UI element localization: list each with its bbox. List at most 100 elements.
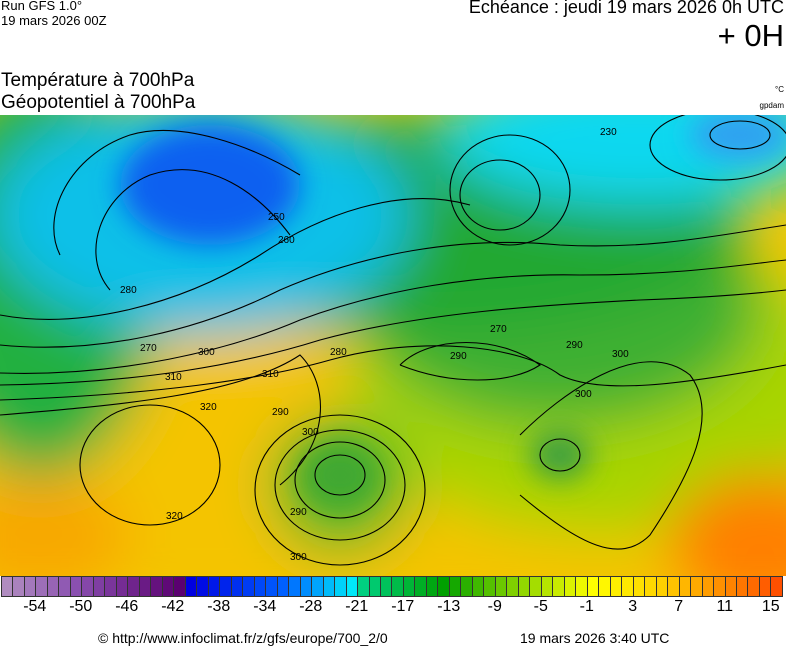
contour-label: 290: [290, 507, 307, 518]
colorbar-tick-label: -34: [253, 598, 277, 615]
contour-line: [274, 429, 406, 541]
colorbar-cell: [633, 577, 646, 596]
run-info: Run GFS 1.0° 19 mars 2026 00Z: [1, 0, 107, 28]
colorbar-cell: [691, 577, 703, 596]
colorbar-cell: [24, 577, 37, 596]
colorbar-cell: [197, 577, 209, 596]
colorbar-cell: [553, 577, 565, 596]
colorbar-cell: [300, 577, 313, 596]
contour-line: [53, 129, 301, 256]
contour-line: [254, 414, 426, 566]
colorbar-cell: [47, 577, 60, 596]
contour-label: 300: [302, 427, 319, 438]
colorbar-cell: [174, 577, 186, 596]
contour-line: [399, 342, 541, 381]
contour-label: 300: [575, 389, 592, 400]
colorbar-cell: [312, 577, 324, 596]
colorbar-cell: [358, 577, 370, 596]
colorbar-cell: [645, 577, 657, 596]
colorbar-tick-label: 11: [716, 598, 734, 615]
colorbar-cell: [70, 577, 83, 596]
colorbar-cell: [185, 577, 198, 596]
contour-label: 250: [268, 212, 285, 223]
colorbar-cell: [610, 577, 623, 596]
colorbar-cell: [139, 577, 152, 596]
contour-label: 290: [272, 407, 289, 418]
colorbar-cell: [541, 577, 554, 596]
contour-line: [79, 404, 221, 526]
contour-line: [649, 115, 786, 181]
colorbar-cell: [254, 577, 267, 596]
contour-line: [449, 134, 571, 246]
colorbar-tick-label: -17: [391, 598, 415, 615]
contour-line: [539, 438, 581, 472]
colorbar-cell: [576, 577, 588, 596]
contour-label: 320: [200, 402, 217, 413]
contour-label: 270: [140, 343, 157, 354]
contour-label: 290: [450, 351, 467, 362]
colorbar-cell: [335, 577, 347, 596]
contour-line: [95, 169, 291, 291]
colorbar-cell: [564, 577, 577, 596]
contour-label: 280: [120, 285, 137, 296]
colorbar-cell: [208, 577, 221, 596]
contour-line: [0, 224, 786, 348]
colorbar-cell: [151, 577, 163, 596]
colorbar-cell: [484, 577, 496, 596]
generation-timestamp: 19 mars 2026 3:40 UTC: [520, 630, 670, 646]
colorbar-cell: [495, 577, 508, 596]
contour-label: 300: [612, 349, 629, 360]
colorbar-cell: [668, 577, 680, 596]
colorbar-cell: [518, 577, 531, 596]
colorbar-tick-label: 15: [761, 598, 780, 615]
run-date: 19 mars 2026 00Z: [1, 13, 107, 28]
colorbar-tick-label: -38: [207, 598, 231, 615]
colorbar-cell: [530, 577, 542, 596]
colorbar-cell: [748, 577, 760, 596]
colorbar-cell: [714, 577, 726, 596]
colorbar-tick-label: -54: [23, 598, 47, 615]
contour-line: [314, 454, 366, 496]
contour-line: [709, 120, 771, 150]
colorbar-cell: [679, 577, 692, 596]
colorbar-cell: [599, 577, 611, 596]
colorbar-cell: [231, 577, 244, 596]
contour-label: 230: [600, 127, 617, 138]
contour-label: 300: [290, 552, 307, 563]
colorbar-cell: [587, 577, 600, 596]
contour-line: [459, 159, 541, 231]
colorbar-tick-label: -21: [345, 598, 369, 615]
colorbar-cell: [82, 577, 94, 596]
contour-line: [0, 259, 786, 374]
colorbar-cell: [220, 577, 232, 596]
colorbar-cell: [771, 577, 782, 596]
contour-line: [519, 361, 703, 550]
contour-label: 310: [262, 369, 279, 380]
colorbar: [1, 576, 783, 597]
colorbar-cell: [461, 577, 473, 596]
colorbar-cell: [380, 577, 393, 596]
contour-label: 270: [490, 324, 507, 335]
colorbar-cell: [289, 577, 301, 596]
title-geopotential: Géopotentiel à 700hPa: [1, 92, 196, 113]
colorbar-cell: [426, 577, 439, 596]
contour-line: [0, 354, 321, 486]
contour-label: 300: [198, 347, 215, 358]
colorbar-tick-label: -5: [533, 598, 548, 615]
colorbar-cell: [725, 577, 737, 596]
credit-link[interactable]: © http://www.infoclimat.fr/z/gfs/europe/…: [98, 630, 388, 646]
colorbar-cell: [438, 577, 450, 596]
colorbar-cell: [59, 577, 71, 596]
colorbar-cell: [162, 577, 175, 596]
colorbar-tick-label: -13: [437, 598, 461, 615]
run-model: Run GFS 1.0°: [1, 0, 83, 13]
colorbar-tick-label: -50: [69, 598, 93, 615]
unit-temperature: °C: [775, 85, 784, 94]
contour-line: [0, 198, 471, 320]
colorbar-tick-label: 3: [628, 598, 638, 615]
colorbar-cell: [415, 577, 427, 596]
forecast-time: Echéance : jeudi 19 mars 2026 0h UTC: [468, 0, 784, 17]
contour-label: 260: [278, 235, 295, 246]
colorbar-cell: [369, 577, 381, 596]
title-temperature: Température à 700hPa: [1, 70, 195, 91]
